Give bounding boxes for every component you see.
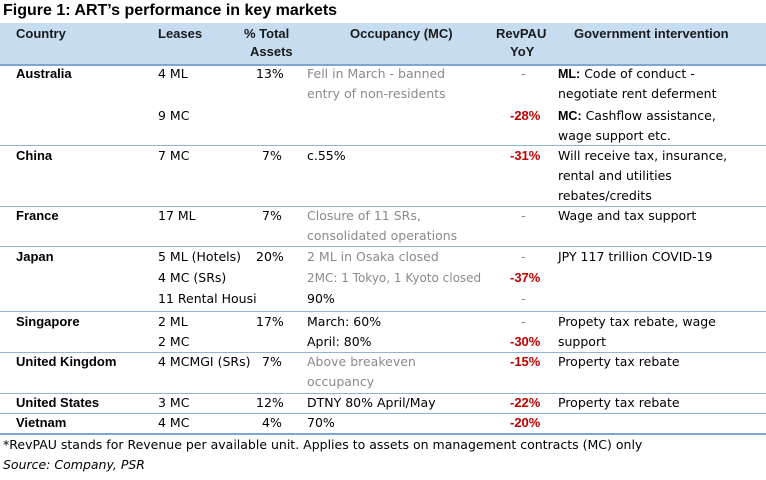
government-cell: Property tax rebate: [558, 354, 680, 369]
row-divider: [0, 311, 766, 312]
lease-cell: 11 Rental Housi: [158, 291, 257, 306]
header-country: Country: [16, 26, 66, 41]
government-cell: support: [558, 334, 606, 349]
government-cell: MC: Cashflow assistance,: [558, 106, 716, 126]
government-cell: Will receive tax, insurance,: [558, 148, 728, 163]
header-occupancy: Occupancy (MC): [350, 26, 453, 41]
revpau-cell: -15%: [510, 354, 541, 369]
revpau-cell: -31%: [510, 148, 541, 163]
occupancy-cell: 2 ML in Osaka closed: [307, 249, 439, 264]
lease-cell: 7 MC: [158, 148, 190, 163]
gov-text: Cashflow assistance,: [581, 108, 716, 123]
government-cell: negotiate rent deferment: [558, 86, 717, 101]
header-revpau-line2: YoY: [510, 44, 535, 59]
source-note: Source: Company, PSR: [3, 457, 145, 472]
revpau-cell: -: [521, 314, 526, 329]
row-divider: [0, 413, 766, 414]
assets-cell: 7%: [262, 208, 282, 223]
gov-label: ML:: [558, 67, 581, 81]
government-cell: Wage and tax support: [558, 208, 697, 223]
header-total-assets: % Total: [244, 26, 290, 41]
assets-cell: 7%: [262, 148, 282, 163]
lease-cell: 4 MC (SRs): [158, 270, 227, 285]
assets-cell: 20%: [256, 249, 284, 264]
figure-title: Figure 1: ART’s performance in key marke…: [3, 2, 338, 19]
lease-cell: 17 ML: [158, 208, 196, 223]
row-divider: [0, 393, 766, 394]
revpau-cell: -20%: [510, 415, 541, 430]
government-cell: Propety tax rebate, wage: [558, 314, 716, 329]
assets-cell: 7%: [262, 354, 282, 369]
row-divider: [0, 145, 766, 146]
occupancy-cell: 70%: [307, 415, 335, 430]
occupancy-cell: entry of non-residents: [307, 86, 446, 101]
revpau-cell: -: [521, 291, 526, 306]
row-divider: [0, 352, 766, 353]
occupancy-cell: March: 60%: [307, 314, 382, 329]
occupancy-cell: 90%: [307, 291, 335, 306]
occupancy-cell: consolidated operations: [307, 228, 458, 243]
occupancy-cell: c.55%: [307, 148, 346, 163]
country-cell: France: [16, 208, 59, 223]
header-rule: [0, 64, 766, 66]
footnote: *RevPAU stands for Revenue per available…: [3, 437, 643, 452]
lease-cell: 4 MCMGI (SRs): [158, 354, 251, 369]
lease-cell: 3 MC: [158, 395, 190, 410]
revpau-cell: -22%: [510, 395, 541, 410]
government-cell: JPY 117 trillion COVID-19: [558, 249, 713, 264]
header-government: Government intervention: [574, 26, 729, 41]
header-leases: Leases: [158, 26, 203, 41]
country-cell: Vietnam: [16, 415, 67, 430]
revpau-cell: -30%: [510, 334, 541, 349]
table-header: Country Leases % Total Assets Occupancy …: [0, 23, 766, 65]
revpau-cell: -: [521, 249, 526, 264]
country-cell: Japan: [16, 249, 54, 264]
country-cell: China: [16, 148, 53, 163]
government-cell: wage support etc.: [558, 128, 671, 143]
assets-cell: 17%: [256, 314, 284, 329]
assets-cell: 12%: [256, 395, 284, 410]
country-cell: United Kingdom: [16, 354, 117, 369]
lease-cell: 4 MC: [158, 415, 190, 430]
revpau-cell: -: [521, 66, 526, 81]
government-cell: rental and utilities: [558, 168, 672, 183]
assets-cell: 4%: [262, 415, 282, 430]
occupancy-cell: occupancy: [307, 374, 375, 389]
government-cell: Property tax rebate: [558, 395, 680, 410]
occupancy-cell: April: 80%: [307, 334, 372, 349]
government-cell: ML: Code of conduct -: [558, 64, 695, 84]
header-revpau: RevPAU: [496, 26, 547, 41]
country-cell: Australia: [16, 66, 72, 81]
lease-cell: 9 MC: [158, 108, 190, 123]
revpau-cell: -37%: [510, 270, 541, 285]
table-bottom-rule: [0, 433, 766, 435]
country-cell: United States: [16, 395, 100, 410]
gov-label: MC:: [558, 109, 582, 123]
occupancy-cell: Fell in March - banned: [307, 66, 446, 81]
row-divider: [0, 246, 766, 247]
lease-cell: 2 MC: [158, 334, 190, 349]
revpau-cell: -: [521, 208, 526, 223]
lease-cell: 4 ML: [158, 66, 188, 81]
lease-cell: 2 ML: [158, 314, 188, 329]
row-divider: [0, 206, 766, 207]
government-cell: rebates/credits: [558, 188, 652, 203]
occupancy-cell: Above breakeven: [307, 354, 416, 369]
assets-cell: 13%: [256, 66, 284, 81]
occupancy-cell: 2MC: 1 Tokyo, 1 Kyoto closed: [307, 271, 482, 285]
header-total-assets-line2: Assets: [250, 44, 293, 59]
country-cell: Singapore: [16, 314, 80, 329]
occupancy-cell: Closure of 11 SRs,: [307, 208, 421, 223]
revpau-cell: -28%: [510, 108, 541, 123]
gov-text: Code of conduct -: [580, 66, 695, 81]
lease-cell: 5 ML (Hotels): [158, 249, 242, 264]
occupancy-cell: DTNY 80% April/May: [307, 395, 436, 410]
